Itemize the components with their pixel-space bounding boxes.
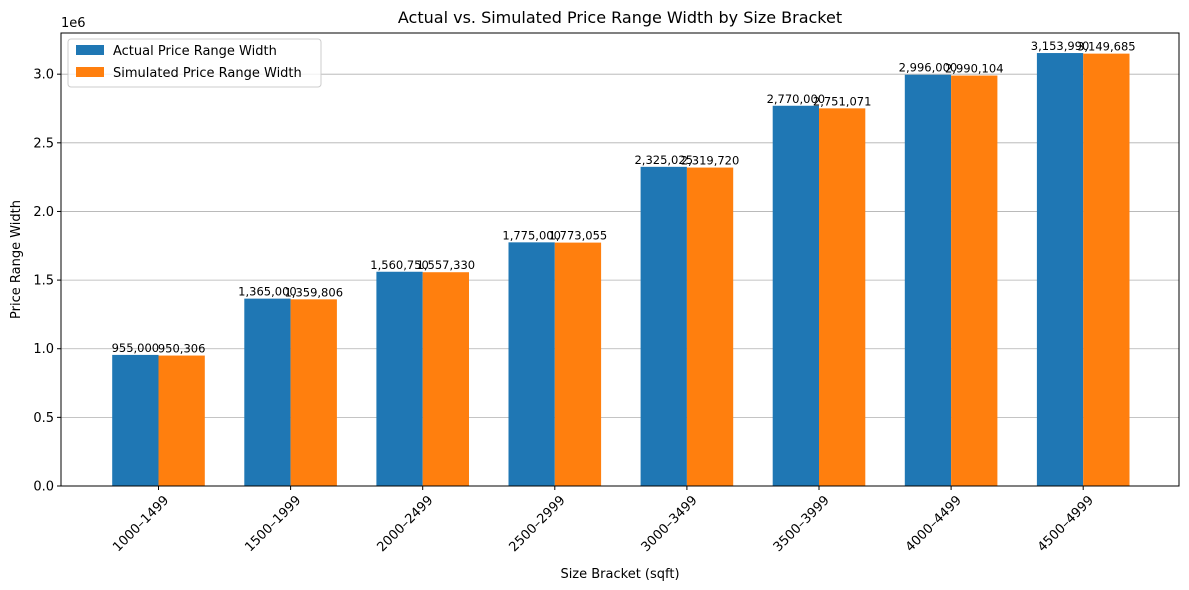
data-label-actual: 1,560,750: [370, 258, 429, 272]
bar-simulated: [686, 167, 734, 486]
data-labels: 955,000 1,365,000 1,560,750 1,775,000 2,325,…: [112, 39, 1136, 356]
legend-swatch-actual: [76, 45, 104, 55]
legend-frame: [67, 38, 322, 88]
bar-actual: [772, 105, 819, 486]
bars: [112, 53, 1130, 487]
data-label-simulated: 1,773,055: [549, 229, 608, 243]
plot-area-frame: [60, 32, 1180, 487]
y-tick-label: 2.5: [33, 136, 54, 151]
bar-actual: [376, 271, 423, 486]
data-label-actual: 2,325,025: [634, 153, 693, 167]
y-tick-label: 1.0: [33, 342, 54, 357]
data-label-simulated: 1,359,806: [284, 285, 343, 299]
y-tick-label: 3.0: [33, 68, 54, 83]
y-axis-ticks: 0.0 0.5 1.0 1.5 2.0 2.5 3.0: [33, 68, 61, 495]
bar-simulated: [819, 108, 866, 487]
bar-simulated: [158, 355, 205, 486]
data-label-simulated: 1,557,330: [417, 258, 476, 272]
y-tick-label: 0.0: [33, 480, 54, 495]
data-label-actual: 1,775,000: [502, 228, 561, 242]
legend-label-actual: Actual Price Range Width: [113, 44, 277, 59]
data-label-actual: 2,996,000: [899, 61, 958, 75]
data-label-actual: 2,770,000: [767, 92, 826, 106]
x-axis-label: Size Bracket (sqft): [560, 567, 679, 582]
y-axis-label: Price Range Width: [9, 200, 24, 319]
bar-actual: [508, 242, 555, 486]
chart-title: Actual vs. Simulated Price Range Width b…: [398, 8, 842, 27]
legend-swatch-simulated: [76, 67, 104, 77]
bar-simulated: [951, 75, 998, 486]
bar-simulated: [422, 272, 469, 486]
bar-simulated: [1083, 53, 1130, 486]
data-label-simulated: 950,306: [158, 342, 206, 356]
data-label-simulated: 2,990,104: [945, 62, 1004, 76]
bar-actual: [904, 74, 952, 487]
data-label-simulated: 2,319,720: [681, 154, 740, 168]
bar-actual: [112, 354, 159, 486]
bar-actual: [640, 166, 687, 487]
y-tick-label: 1.5: [33, 274, 54, 289]
bar-simulated: [290, 299, 337, 486]
data-label-actual: 955,000: [112, 341, 160, 355]
y-offset-text: 1e6: [61, 16, 86, 31]
y-tick-label: 0.5: [33, 411, 54, 426]
bar-actual: [1036, 53, 1084, 487]
bar-actual: [244, 298, 291, 486]
y-tick-label: 2.0: [33, 205, 54, 220]
legend: Actual Price Range Width Simulated Price…: [67, 38, 322, 88]
data-label-simulated: 2,751,071: [813, 94, 872, 108]
data-label-actual: 1,365,000: [238, 285, 297, 299]
data-label-actual: 3,153,990: [1031, 39, 1090, 53]
data-label-simulated: 3,149,685: [1077, 40, 1136, 54]
bar-simulated: [554, 242, 602, 486]
legend-label-simulated: Simulated Price Range Width: [113, 66, 302, 81]
